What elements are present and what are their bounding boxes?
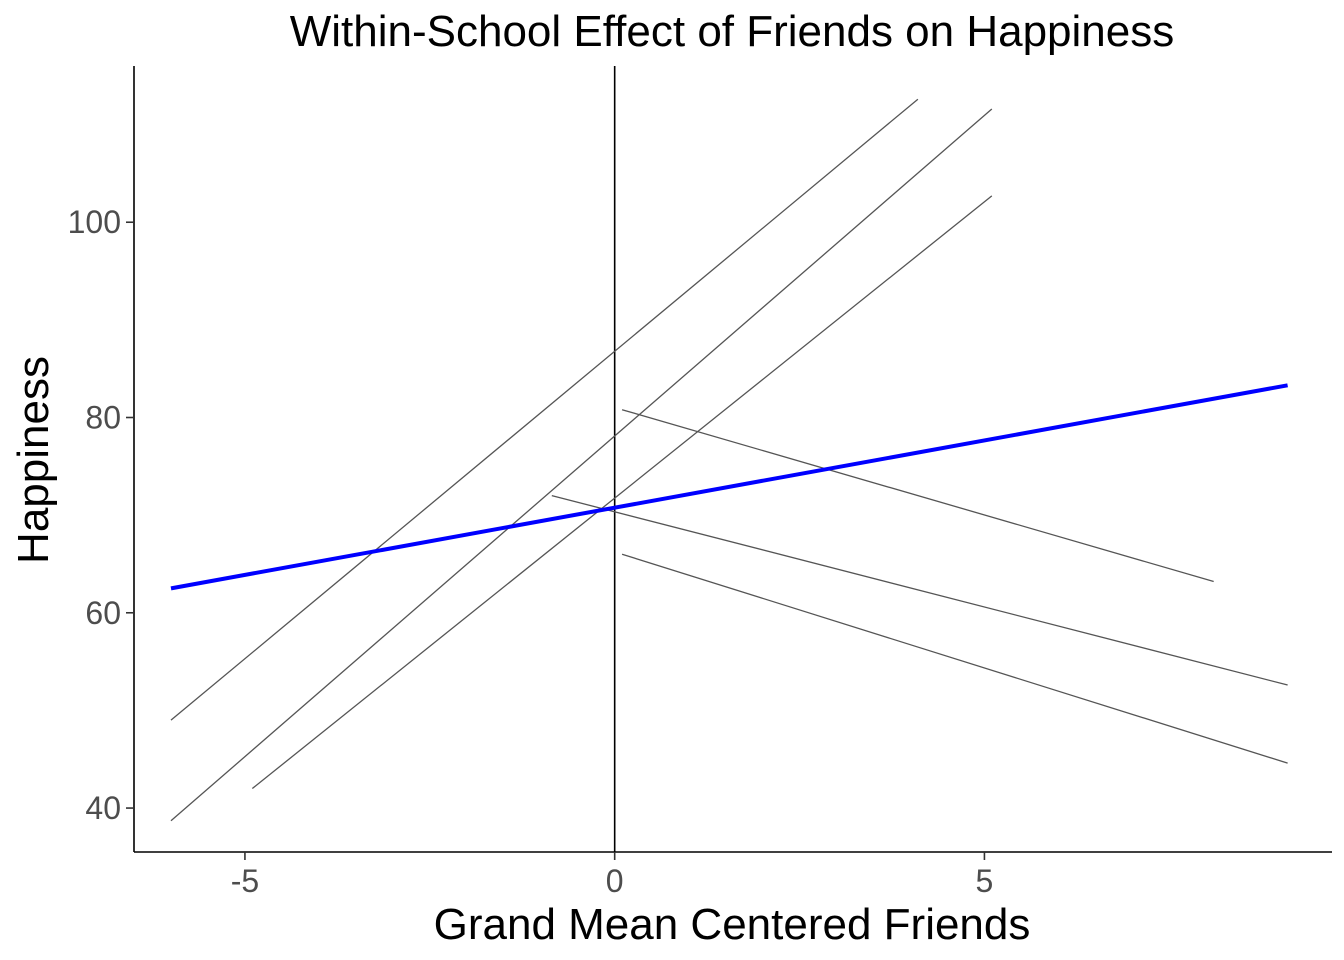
y-tick-label: 60 <box>85 595 121 631</box>
school-line-5 <box>551 494 1288 686</box>
x-tick-label: 0 <box>606 863 624 899</box>
school-line-4 <box>621 409 1214 583</box>
y-axis-title: Happiness <box>9 356 58 564</box>
x-tick-label: -5 <box>231 863 259 899</box>
school-line-1 <box>170 98 919 721</box>
y-tick-label: 100 <box>68 204 121 240</box>
school-line-6 <box>621 553 1288 764</box>
axes: -5 0 5 40 60 80 100 <box>68 66 1332 899</box>
x-axis-title: Grand Mean Centered Friends <box>434 900 1031 949</box>
school-line-3 <box>251 195 993 790</box>
plot-lines <box>170 66 1288 852</box>
y-tick-label: 40 <box>85 790 121 826</box>
chart-title: Within-School Effect of Friends on Happi… <box>290 7 1175 56</box>
school-line-2 <box>170 108 993 822</box>
x-tick-label: 5 <box>976 863 994 899</box>
y-tick-label: 80 <box>85 400 121 436</box>
average-line <box>170 383 1288 591</box>
